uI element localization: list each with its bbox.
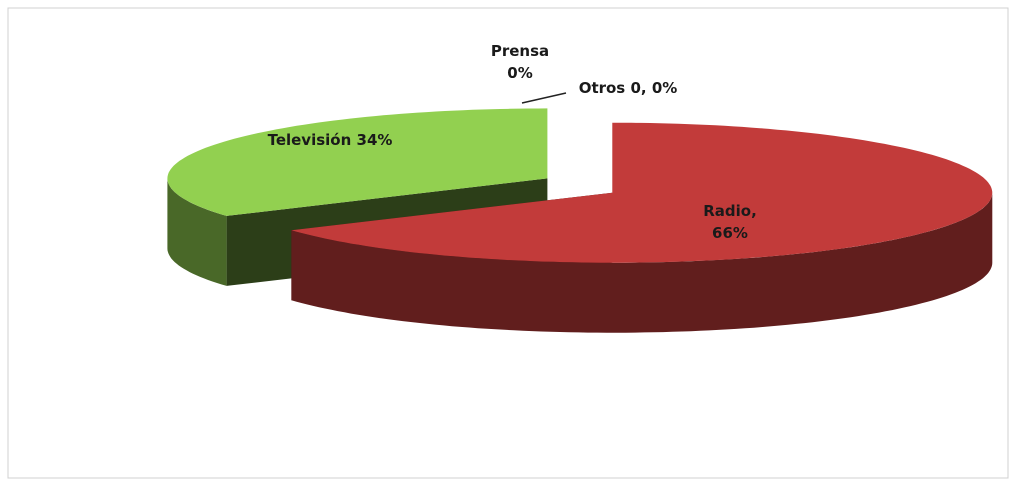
data-label: Prensa 0% — [491, 42, 549, 82]
slice-side — [291, 192, 993, 333]
leader-line — [521, 92, 567, 104]
slice-top — [167, 108, 548, 216]
data-label: Otros 0, 0% — [579, 79, 678, 97]
slice-top — [291, 122, 993, 263]
pie-slice — [291, 122, 993, 333]
data-label: Televisión 34% — [268, 131, 393, 149]
data-label: Radio, 66% — [703, 202, 757, 242]
slice-side — [167, 178, 227, 286]
